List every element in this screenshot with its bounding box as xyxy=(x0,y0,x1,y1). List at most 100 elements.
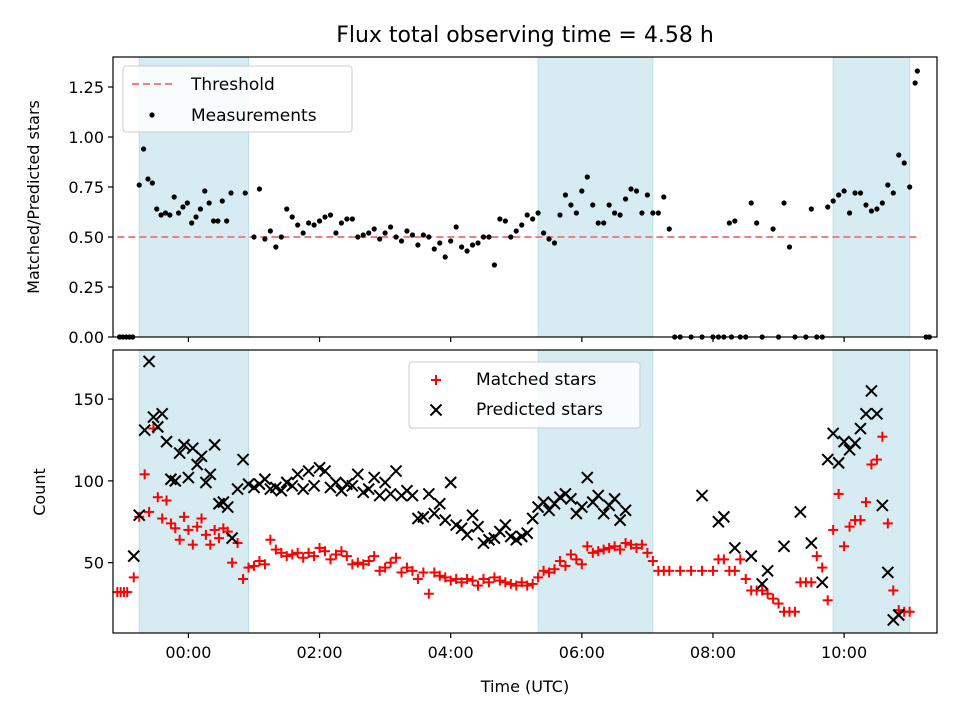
matched-star-point xyxy=(281,551,292,562)
matched-star-point xyxy=(473,580,484,591)
observing-window xyxy=(537,56,654,338)
predicted-star-point xyxy=(592,489,605,502)
matched-star-point xyxy=(505,578,516,589)
predicted-star-point xyxy=(231,482,244,496)
measurement-point xyxy=(242,190,248,196)
matched-star-point xyxy=(833,488,844,499)
measurement-point xyxy=(306,220,312,226)
matched-star-point xyxy=(209,524,220,535)
predicted-star-point xyxy=(208,438,221,452)
y-tick-label: 50 xyxy=(84,554,104,573)
predicted-star-point xyxy=(821,453,834,466)
measurement-point xyxy=(868,208,875,214)
legend-plus-marker xyxy=(431,375,441,385)
measurement-point xyxy=(459,244,465,250)
predicted-star-point xyxy=(160,435,173,448)
measurement-point xyxy=(497,216,503,222)
matched-star-point xyxy=(789,606,800,617)
predicted-star-point xyxy=(367,471,381,484)
matched-star-point xyxy=(467,575,478,586)
predicted-star-point xyxy=(378,476,392,489)
predicted-star-point xyxy=(717,510,731,524)
measurement-point xyxy=(393,234,399,240)
matched-star-point xyxy=(248,560,259,571)
measurement-point xyxy=(162,210,169,216)
observing-window xyxy=(138,349,250,634)
matched-star-point xyxy=(768,593,779,604)
measurement-point xyxy=(175,210,182,216)
measurement-point xyxy=(584,174,590,180)
measurement-point xyxy=(371,226,377,232)
measurement-point xyxy=(180,204,186,210)
matched-star-point xyxy=(576,559,587,570)
matched-star-point xyxy=(582,541,593,552)
predicted-star-points xyxy=(127,355,905,627)
matched-star-point xyxy=(440,572,451,583)
measurement-point xyxy=(912,80,918,86)
x-tick-label: 10:00 xyxy=(821,643,867,662)
measurement-point xyxy=(202,188,208,194)
matched-star-point xyxy=(374,565,385,576)
matched-star-point xyxy=(762,588,773,599)
measurement-point xyxy=(338,220,345,226)
measurement-point xyxy=(344,216,350,222)
matched-star-point xyxy=(243,562,254,573)
measurement-point xyxy=(732,218,738,224)
measurement-point xyxy=(551,240,558,246)
measurement-point xyxy=(841,188,847,194)
measurement-point xyxy=(748,200,754,206)
matched-star-point xyxy=(828,524,839,535)
matched-star-point xyxy=(161,495,172,506)
predicted-star-point xyxy=(728,541,742,555)
predicted-star-point xyxy=(499,518,512,532)
measurement-point xyxy=(562,192,569,198)
top-x-ticks xyxy=(187,337,845,342)
matched-star-point xyxy=(806,577,817,588)
matched-star-point xyxy=(341,551,352,562)
x-tick-label: 04:00 xyxy=(428,643,474,662)
predicted-star-point xyxy=(406,489,419,502)
measurement-point xyxy=(210,218,217,224)
matched-star-point xyxy=(822,595,833,606)
predicted-star-point xyxy=(389,464,403,478)
measurement-point xyxy=(612,210,618,216)
predicted-star-point xyxy=(619,504,632,517)
predicted-star-point xyxy=(142,355,156,368)
y-tick-label: 0.25 xyxy=(68,278,104,297)
matched-star-point xyxy=(604,542,615,553)
measurement-point xyxy=(442,254,448,260)
ratio-subplot: Flux total observing time = 4.58 h 0.000… xyxy=(24,23,938,347)
measurement-point xyxy=(830,198,836,204)
predicted-star-point xyxy=(848,437,862,450)
matched-star-point xyxy=(839,541,850,552)
matched-star-point xyxy=(451,574,462,585)
measurement-point xyxy=(278,234,284,240)
measurement-point xyxy=(228,190,234,196)
measurement-point xyxy=(355,234,361,240)
measurement-point xyxy=(398,238,405,244)
y-tick-label: 150 xyxy=(73,390,104,409)
predicted-star-point xyxy=(826,427,840,440)
measurement-point xyxy=(189,220,195,226)
predicted-star-point xyxy=(258,473,272,486)
predicted-star-point xyxy=(854,422,867,435)
measurement-point xyxy=(754,220,760,226)
measurement-point xyxy=(901,160,907,166)
matched-star-point xyxy=(259,559,270,570)
predicted-star-point xyxy=(190,458,204,471)
matched-star-point xyxy=(134,511,145,522)
matched-star-point xyxy=(844,521,855,532)
matched-star-point xyxy=(380,562,391,573)
measurement-point xyxy=(184,200,190,206)
measurement-point xyxy=(316,218,323,224)
predicted-star-point xyxy=(275,484,288,497)
matched-star-point xyxy=(320,546,331,557)
matched-star-point xyxy=(757,585,768,596)
predicted-star-point xyxy=(384,487,397,501)
matched-star-point xyxy=(227,557,238,568)
predicted-star-point xyxy=(745,549,758,563)
matched-star-points xyxy=(112,423,915,617)
matched-star-point xyxy=(170,523,181,534)
predicted-star-point xyxy=(613,513,627,527)
